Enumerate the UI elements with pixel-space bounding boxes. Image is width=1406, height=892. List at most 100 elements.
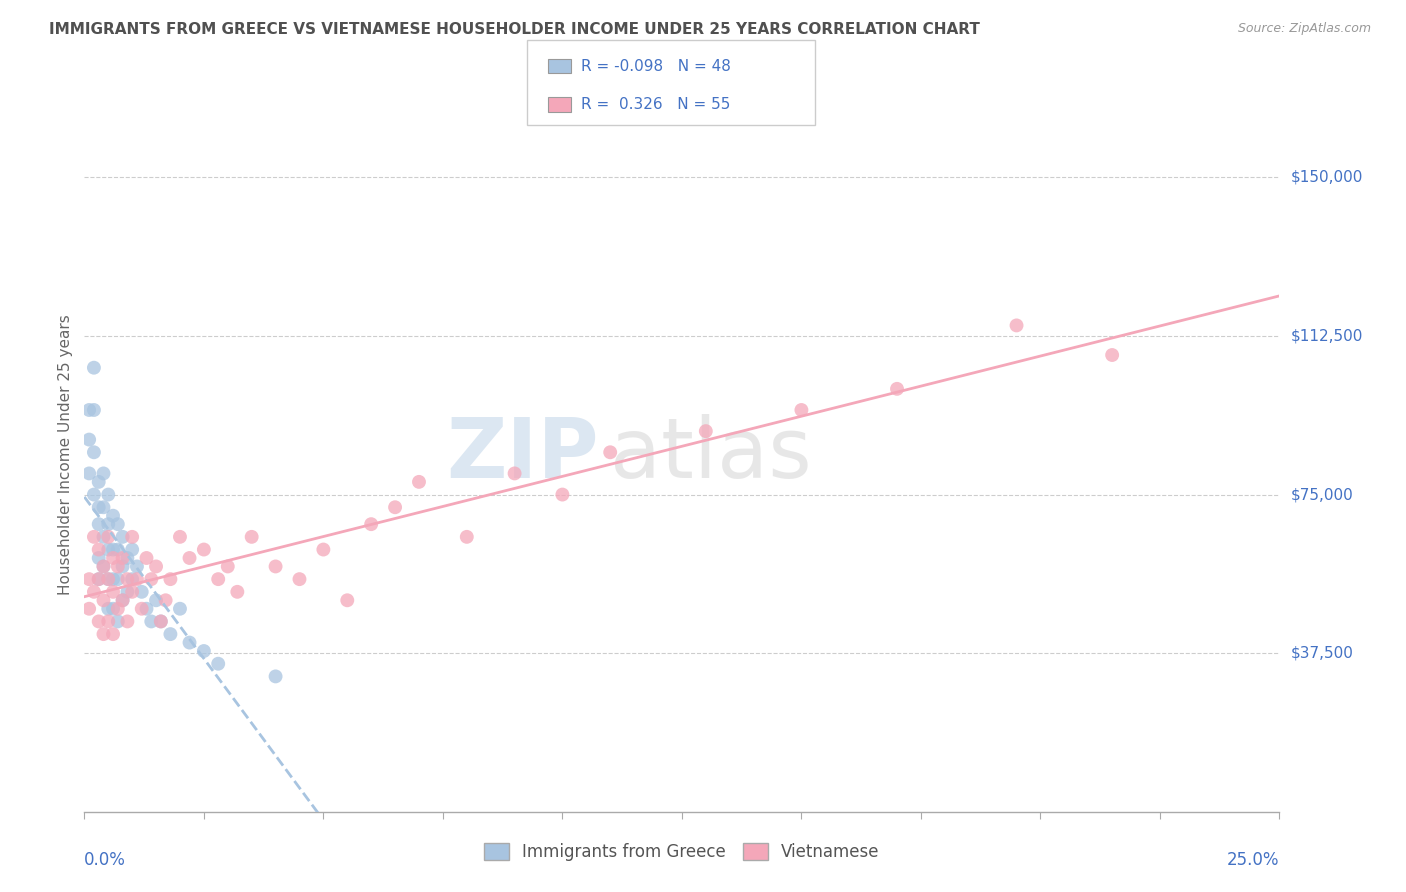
Point (207, 657, 229, 671)
Text: 0.0%: 0.0% (84, 851, 127, 869)
Point (145, 593, 167, 607)
Point (125, 559, 148, 574)
Point (93, 593, 115, 607)
Point (77, 433, 100, 447)
Point (83, 445, 105, 459)
Text: $150,000: $150,000 (1291, 169, 1362, 185)
Point (87, 475, 110, 489)
Text: 25.0%: 25.0% (1227, 851, 1279, 869)
Text: $75,000: $75,000 (1291, 487, 1354, 502)
Point (87, 500, 110, 515)
Point (97, 517, 120, 532)
Point (117, 584, 139, 599)
Point (141, 615, 163, 629)
Point (179, 635, 201, 649)
Point (131, 584, 153, 599)
Point (503, 467, 526, 481)
Point (97, 542, 120, 557)
Point (240, 530, 263, 544)
Point (107, 542, 129, 557)
Point (145, 559, 167, 574)
Point (107, 615, 129, 629)
Point (336, 593, 359, 607)
Point (83, 584, 105, 599)
Point (97, 530, 120, 544)
Point (97, 572, 120, 586)
Point (117, 572, 139, 586)
Point (159, 627, 181, 641)
Point (97, 601, 120, 615)
Point (193, 644, 215, 658)
Point (551, 487, 574, 501)
Point (77, 572, 100, 586)
Point (83, 487, 105, 501)
Point (111, 559, 134, 574)
Point (83, 403, 105, 417)
Point (149, 615, 172, 629)
Legend: Immigrants from Greece, Vietnamese: Immigrants from Greece, Vietnamese (478, 836, 886, 868)
Point (101, 627, 124, 641)
Point (360, 517, 382, 532)
Point (695, 424, 717, 438)
Point (77, 467, 100, 481)
Point (121, 530, 143, 544)
Point (226, 584, 249, 599)
Point (1101, 348, 1123, 362)
Point (101, 508, 124, 523)
Point (101, 584, 124, 599)
Point (87, 572, 110, 586)
Point (87, 542, 110, 557)
Point (87, 615, 110, 629)
Text: $37,500: $37,500 (1291, 646, 1354, 661)
Point (107, 559, 129, 574)
Text: R = -0.098   N = 48: R = -0.098 N = 48 (581, 59, 731, 73)
Text: $112,500: $112,500 (1291, 328, 1362, 343)
Point (790, 403, 813, 417)
Point (179, 551, 201, 566)
Point (384, 500, 406, 515)
Point (886, 382, 908, 396)
Point (217, 559, 239, 574)
Point (87, 572, 110, 586)
Text: atlas: atlas (610, 415, 811, 495)
Point (193, 542, 215, 557)
Point (149, 615, 172, 629)
Point (264, 559, 287, 574)
Point (121, 584, 143, 599)
Point (121, 542, 143, 557)
Point (312, 542, 335, 557)
Text: Source: ZipAtlas.com: Source: ZipAtlas.com (1237, 22, 1371, 36)
Point (207, 572, 229, 586)
Point (111, 530, 134, 544)
Point (101, 601, 124, 615)
Point (97, 572, 120, 586)
Point (121, 572, 143, 586)
Point (93, 559, 115, 574)
Point (107, 572, 129, 586)
Point (135, 551, 157, 566)
Point (93, 467, 115, 481)
Point (169, 601, 191, 615)
Point (288, 572, 311, 586)
Point (599, 445, 621, 459)
Point (97, 487, 120, 501)
Text: IMMIGRANTS FROM GREECE VS VIETNAMESE HOUSEHOLDER INCOME UNDER 25 YEARS CORRELATI: IMMIGRANTS FROM GREECE VS VIETNAMESE HOU… (49, 22, 980, 37)
Point (125, 572, 148, 586)
Point (77, 601, 100, 615)
Text: ZIP: ZIP (446, 415, 599, 495)
Point (87, 517, 110, 532)
Point (93, 500, 115, 515)
Point (111, 593, 134, 607)
Point (87, 551, 110, 566)
Point (159, 572, 181, 586)
Point (97, 615, 120, 629)
Text: R =  0.326   N = 55: R = 0.326 N = 55 (581, 97, 730, 112)
Point (93, 627, 115, 641)
Point (107, 517, 129, 532)
Point (101, 551, 124, 566)
Point (408, 475, 430, 489)
Point (456, 530, 478, 544)
Y-axis label: Householder Income Under 25 years: Householder Income Under 25 years (58, 315, 73, 595)
Point (93, 530, 115, 544)
Point (83, 530, 105, 544)
